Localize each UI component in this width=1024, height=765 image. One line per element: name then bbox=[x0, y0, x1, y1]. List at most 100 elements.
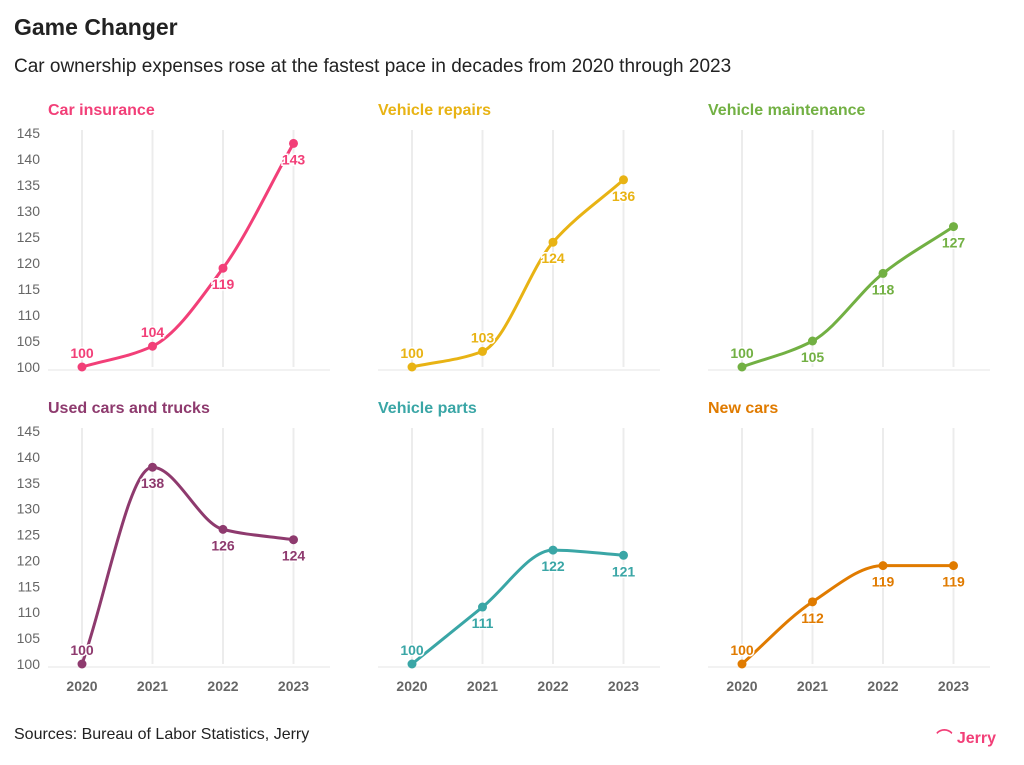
panel-title: Vehicle parts bbox=[378, 400, 477, 417]
y-tick-label: 100 bbox=[17, 359, 41, 375]
series-line bbox=[411, 178, 625, 369]
data-point bbox=[949, 222, 958, 232]
x-tick-label: 2023 bbox=[608, 678, 639, 694]
data-point bbox=[218, 263, 228, 273]
y-tick-label: 105 bbox=[17, 630, 41, 646]
series-line bbox=[741, 225, 955, 369]
panel-vehicle-maintenance: Vehicle maintenance 100 105 118 127 bbox=[708, 102, 990, 372]
data-label: 121 bbox=[612, 563, 636, 579]
chart-subtitle: Car ownership expenses rose at the faste… bbox=[14, 56, 732, 77]
series-line bbox=[411, 548, 624, 666]
logo-icon: ⌒ bbox=[936, 730, 957, 747]
y-tick-label: 115 bbox=[18, 578, 41, 594]
logo-text: Jerry bbox=[956, 730, 996, 747]
data-label: 112 bbox=[801, 610, 824, 626]
y-tick-label: 110 bbox=[18, 604, 41, 620]
series-line bbox=[741, 564, 954, 666]
data-point bbox=[218, 524, 228, 534]
x-tick-label: 2020 bbox=[66, 678, 97, 694]
panel-vehicle-repairs: Vehicle repairs 100 103 124 136 bbox=[378, 102, 660, 372]
panel-vehicle-parts: Vehicle parts 2020 2021 2022 2023 100 111 122 12… bbox=[378, 400, 660, 694]
data-point bbox=[478, 602, 487, 612]
panel-title: Used cars and trucks bbox=[48, 400, 210, 417]
data-point bbox=[878, 268, 888, 278]
data-label: 126 bbox=[211, 537, 235, 553]
data-point bbox=[619, 550, 628, 560]
data-label: 119 bbox=[942, 574, 965, 590]
panel-new-cars: New cars 2020 2021 2022 2023 100 112 119 119 bbox=[708, 400, 990, 694]
y-tick-label: 145 bbox=[17, 125, 41, 141]
y-tick-label: 115 bbox=[18, 281, 41, 297]
data-label: 119 bbox=[212, 276, 235, 292]
data-label: 100 bbox=[400, 345, 424, 361]
data-label: 100 bbox=[730, 642, 754, 658]
panel-car-insurance: Car insurance 100 105 110 115 120 125 130 135 140… bbox=[17, 102, 330, 375]
y-tick-label: 110 bbox=[18, 307, 41, 323]
data-point bbox=[878, 561, 888, 571]
data-point bbox=[289, 535, 298, 545]
data-label: 100 bbox=[70, 345, 94, 361]
y-tick-label: 120 bbox=[17, 255, 41, 271]
y-tick-label: 135 bbox=[17, 177, 41, 193]
jerry-logo: ⌒ Jerry bbox=[936, 724, 996, 748]
x-tick-label: 2023 bbox=[938, 678, 969, 694]
x-tick-label: 2022 bbox=[537, 678, 568, 694]
panel-title: New cars bbox=[708, 400, 778, 417]
series-line bbox=[80, 465, 294, 665]
x-tick-label: 2021 bbox=[797, 678, 828, 694]
data-point bbox=[737, 659, 747, 669]
data-point bbox=[77, 659, 87, 669]
data-point bbox=[148, 462, 157, 472]
data-point bbox=[407, 362, 417, 372]
data-label: 100 bbox=[70, 642, 94, 658]
data-point bbox=[808, 597, 817, 607]
panel-used-cars-and-trucks: Used cars and trucks 100 105 110 115 120 125 13… bbox=[17, 400, 330, 694]
data-point bbox=[407, 659, 417, 669]
y-tick-label: 130 bbox=[17, 203, 41, 219]
x-tick-label: 2020 bbox=[726, 678, 757, 694]
y-tick-label: 125 bbox=[17, 527, 41, 543]
y-tick-label: 100 bbox=[17, 656, 41, 672]
x-tick-label: 2022 bbox=[207, 678, 238, 694]
y-tick-label: 140 bbox=[17, 449, 41, 465]
data-point bbox=[289, 138, 298, 148]
x-tick-label: 2021 bbox=[467, 678, 498, 694]
data-label: 127 bbox=[942, 235, 966, 251]
data-point bbox=[548, 545, 558, 555]
data-point bbox=[949, 561, 958, 571]
data-label: 111 bbox=[472, 615, 494, 631]
data-label: 118 bbox=[872, 281, 895, 297]
source-note: Sources: Bureau of Labor Statistics, Jer… bbox=[14, 726, 310, 743]
y-tick-label: 145 bbox=[17, 423, 41, 439]
data-label: 100 bbox=[400, 642, 424, 658]
data-label: 103 bbox=[471, 329, 495, 345]
data-point bbox=[77, 362, 87, 372]
series-line bbox=[81, 142, 295, 369]
data-label: 100 bbox=[730, 345, 754, 361]
panel-title: Vehicle repairs bbox=[378, 102, 491, 119]
panel-title: Car insurance bbox=[48, 102, 155, 119]
x-tick-label: 2022 bbox=[867, 678, 898, 694]
data-label: 105 bbox=[801, 349, 825, 365]
data-point bbox=[148, 341, 157, 351]
data-label: 138 bbox=[141, 475, 165, 491]
data-label: 124 bbox=[541, 250, 565, 266]
data-point bbox=[808, 336, 817, 346]
panel-title: Vehicle maintenance bbox=[708, 102, 866, 119]
x-tick-label: 2021 bbox=[137, 678, 168, 694]
x-tick-label: 2023 bbox=[278, 678, 309, 694]
data-label: 122 bbox=[541, 558, 565, 574]
data-point bbox=[548, 237, 558, 247]
data-label: 104 bbox=[141, 324, 165, 340]
y-tick-label: 140 bbox=[17, 151, 41, 167]
data-point bbox=[478, 346, 487, 356]
x-tick-label: 2020 bbox=[396, 678, 427, 694]
chart-title: Game Changer bbox=[14, 14, 178, 40]
data-label: 124 bbox=[282, 548, 306, 564]
y-tick-label: 125 bbox=[17, 229, 41, 245]
data-point bbox=[619, 175, 628, 185]
data-label: 136 bbox=[612, 188, 636, 204]
y-tick-label: 120 bbox=[17, 552, 41, 568]
data-point bbox=[737, 362, 747, 372]
